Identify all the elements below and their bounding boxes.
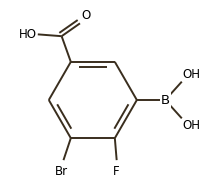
Text: OH: OH bbox=[183, 68, 201, 81]
Text: B: B bbox=[161, 94, 170, 107]
Text: Br: Br bbox=[55, 165, 68, 178]
Text: HO: HO bbox=[19, 28, 37, 41]
Text: OH: OH bbox=[183, 119, 201, 132]
Text: O: O bbox=[82, 9, 91, 22]
Text: F: F bbox=[113, 165, 120, 178]
